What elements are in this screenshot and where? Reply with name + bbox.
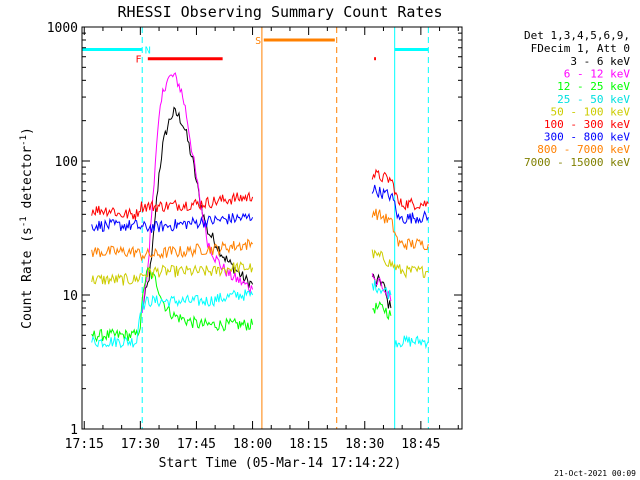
series-line-4-segment-1 [371,249,429,279]
legend-header-1: FDecim 1, Att 0 [531,42,630,55]
legend-entry-0: 3 - 6 keV [570,55,630,68]
series-line-2-segment-0 [91,266,254,343]
x-axis-label: Start Time (05-Mar-14 17:14:22) [159,456,402,471]
x-tick-label-5: 18:30 [345,437,384,452]
y-axis-label-sup2: -1 [19,135,29,146]
series-line-7-segment-1 [371,208,429,251]
series-line-1-segment-0 [141,72,254,314]
series-line-3-segment-1 [371,280,392,300]
legend-entry-4: 50 - 100 keV [551,105,631,118]
x-tick-label-4: 18:15 [289,437,328,452]
footer-date: 21-Oct-2021 00:09 [554,469,636,478]
series-line-6-segment-0 [91,212,254,233]
legend-entry-1: 6 - 12 keV [564,68,631,81]
y-axis-label-main: Count Rate (s [20,227,35,329]
chart-title: RHESSI Observing Summary Count Rates [117,3,442,21]
legend-entry-7: 800 - 7000 keV [537,143,630,156]
legend-entry-2: 12 - 25 keV [557,80,630,93]
status-label-F: F [135,55,141,66]
y-tick-label-2: 100 [55,155,78,170]
legend-entry-6: 300 - 800 keV [544,131,630,144]
series-line-3-segment-2 [394,334,429,350]
y-tick-label-3: 1000 [47,21,78,36]
plot-frame [81,26,463,430]
y-tick-label-1: 10 [62,289,78,304]
legend-entry-5: 100 - 300 keV [544,118,630,131]
series-line-0-segment-0 [141,106,254,307]
series-line-4-segment-0 [91,261,254,286]
legend: Det 1,3,4,5,6,9,FDecim 1, Att 03 - 6 keV… [524,29,630,169]
y-axis-label: Count Rate (s-1 detector-1) [19,127,35,329]
series-line-3-segment-0 [91,289,254,349]
status-label-N: N [145,45,151,56]
x-tick-label-2: 17:45 [177,437,216,452]
status-label-S: S [255,36,261,47]
y-axis-label-end: ) [20,127,35,135]
y-tick-label-0: 1 [70,423,78,438]
legend-header-0: Det 1,3,4,5,6,9, [524,29,630,42]
y-axis-label-mid: detector [20,146,35,217]
series-line-7-segment-0 [91,238,253,262]
series-line-5-segment-0 [91,191,254,220]
series-line-6-segment-1 [371,184,429,225]
x-tick-label-3: 18:00 [233,437,272,452]
y-axis-label-sup1: -1 [19,216,29,227]
series-line-2-segment-1 [372,300,392,321]
series-line-5-segment-1 [371,168,429,211]
legend-entry-8: 7000 - 15000 keV [524,156,630,169]
legend-entry-3: 25 - 50 keV [557,93,630,106]
x-tick-label-0: 17:15 [65,437,104,452]
x-tick-label-1: 17:30 [121,437,160,452]
x-tick-label-6: 18:45 [401,437,440,452]
